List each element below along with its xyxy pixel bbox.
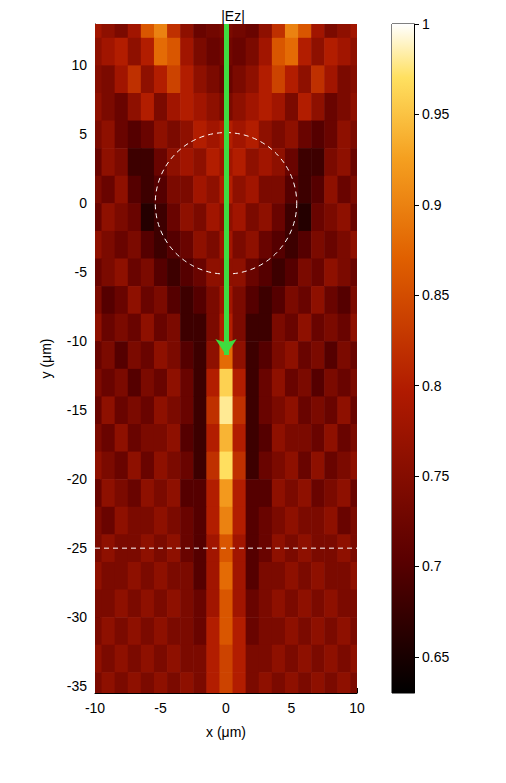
svg-text:x (μm): x (μm) (206, 724, 246, 740)
svg-text:0: 0 (222, 700, 230, 716)
svg-text:|Ez|: |Ez| (221, 8, 245, 24)
svg-text:-15: -15 (67, 402, 87, 418)
svg-text:0.75: 0.75 (422, 468, 449, 484)
svg-text:-10: -10 (85, 700, 105, 716)
svg-text:-10: -10 (67, 333, 87, 349)
svg-text:y (μm): y (μm) (38, 339, 54, 379)
svg-text:-25: -25 (67, 540, 87, 556)
svg-text:-5: -5 (75, 264, 88, 280)
svg-text:0.85: 0.85 (422, 287, 449, 303)
svg-text:-30: -30 (67, 609, 87, 625)
svg-text:5: 5 (79, 126, 87, 142)
svg-text:10: 10 (349, 700, 365, 716)
svg-text:0: 0 (79, 195, 87, 211)
svg-text:-35: -35 (67, 678, 87, 694)
svg-text:0.9: 0.9 (422, 197, 442, 213)
svg-text:0.95: 0.95 (422, 106, 449, 122)
svg-text:0.8: 0.8 (422, 378, 442, 394)
svg-text:-20: -20 (67, 471, 87, 487)
svg-text:10: 10 (71, 57, 87, 73)
svg-text:0.7: 0.7 (422, 558, 442, 574)
svg-text:5: 5 (288, 700, 296, 716)
svg-text:0.65: 0.65 (422, 649, 449, 665)
svg-text:-5: -5 (154, 700, 167, 716)
svg-text:1: 1 (422, 16, 430, 32)
